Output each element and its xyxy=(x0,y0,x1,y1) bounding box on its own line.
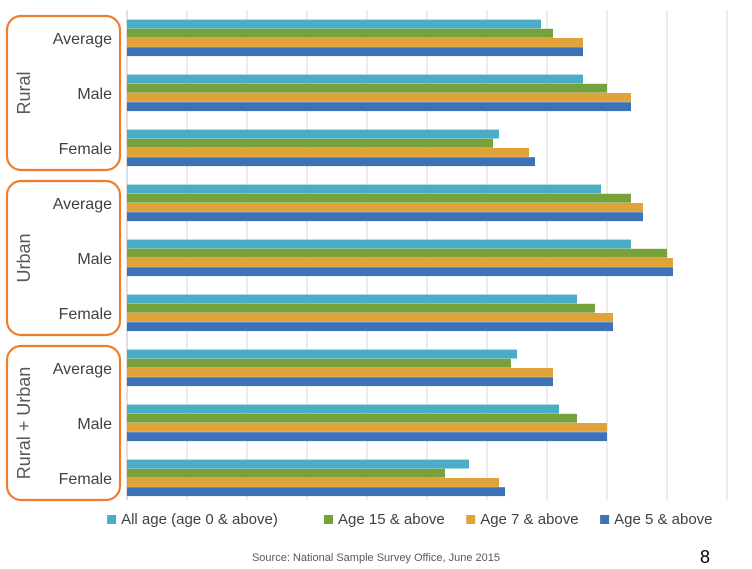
category-label: Male xyxy=(77,86,112,103)
bar-age-15-above-0-0 xyxy=(127,28,553,38)
legend: All age (age 0 & above) Age 15 & above Age… xyxy=(107,511,713,528)
bar-all-age-age-0-above--0-2 xyxy=(127,129,499,139)
bar-age-5-above-2-1 xyxy=(127,432,607,442)
category-label: Male xyxy=(77,416,112,433)
bar-age-5-above-0-1 xyxy=(127,102,631,112)
group-box xyxy=(5,179,122,337)
group-box xyxy=(5,344,122,502)
bar-all-age-age-0-above--1-2 xyxy=(127,294,577,304)
bar-age-15-above-1-2 xyxy=(127,303,595,313)
bar-age-5-above-1-1 xyxy=(127,267,673,277)
category-label: Female xyxy=(59,471,112,488)
bar-age-5-above-2-2 xyxy=(127,487,505,497)
bar-all-age-age-0-above--0-1 xyxy=(127,74,583,84)
legend-swatch xyxy=(324,515,333,524)
category-label: Male xyxy=(77,251,112,268)
group-box xyxy=(5,14,122,172)
bar-age-5-above-1-0 xyxy=(127,212,643,222)
bar-all-age-age-0-above--2-1 xyxy=(127,404,559,414)
bar-all-age-age-0-above--2-2 xyxy=(127,459,469,469)
group-labels: Rural Urban Rural + Urban xyxy=(5,14,122,502)
bar-age-7-above-2-1 xyxy=(127,423,607,432)
bar-all-age-age-0-above--1-1 xyxy=(127,239,631,249)
bar-age-5-above-1-2 xyxy=(127,322,613,332)
bar-age-7-above-0-0 xyxy=(127,38,583,47)
bar-age-15-above-0-1 xyxy=(127,83,607,93)
page-number: 8 xyxy=(699,547,710,567)
bar-age-7-above-1-1 xyxy=(127,258,673,267)
legend-entry: Age 7 & above xyxy=(480,511,578,528)
category-label: Female xyxy=(59,141,112,158)
bars xyxy=(127,19,673,497)
group-label: Urban xyxy=(14,233,34,282)
bar-age-7-above-2-0 xyxy=(127,368,553,377)
bar-age-15-above-1-0 xyxy=(127,193,631,203)
category-label: Average xyxy=(53,31,112,48)
source-note: Source: National Sample Survey Office, J… xyxy=(251,552,501,564)
group-label: Rural + Urban xyxy=(14,367,34,480)
bar-age-7-above-0-1 xyxy=(127,93,631,102)
category-label: Average xyxy=(53,361,112,378)
bar-age-7-above-2-2 xyxy=(127,478,499,487)
bar-age-15-above-1-1 xyxy=(127,248,667,258)
legend-entry: Age 15 & above xyxy=(338,511,445,528)
legend-entry: All age (age 0 & above) xyxy=(121,511,278,528)
bar-all-age-age-0-above--0-0 xyxy=(127,19,541,29)
bar-age-7-above-0-2 xyxy=(127,148,529,157)
legend-swatch xyxy=(600,515,610,524)
category-labels: Average Male Female Average Male Female Averag… xyxy=(53,31,112,488)
bar-age-15-above-2-1 xyxy=(127,413,577,423)
legend-swatch xyxy=(466,515,476,524)
bar-age-7-above-1-2 xyxy=(127,313,613,322)
bar-age-15-above-0-2 xyxy=(127,138,493,148)
category-label: Female xyxy=(59,306,112,323)
category-label: Average xyxy=(53,196,112,213)
legend-swatch xyxy=(107,515,117,524)
bar-all-age-age-0-above--2-0 xyxy=(127,349,517,359)
bar-age-15-above-2-2 xyxy=(127,468,445,478)
bar-age-7-above-1-0 xyxy=(127,203,643,212)
bar-age-5-above-0-0 xyxy=(127,47,583,57)
group-label: Rural xyxy=(14,71,34,114)
bar-age-5-above-2-0 xyxy=(127,377,553,387)
legend-entry: Age 5 & above xyxy=(614,511,712,528)
bar-age-5-above-0-2 xyxy=(127,157,535,167)
bar-all-age-age-0-above--1-0 xyxy=(127,184,601,194)
bar-age-15-above-2-0 xyxy=(127,358,511,368)
